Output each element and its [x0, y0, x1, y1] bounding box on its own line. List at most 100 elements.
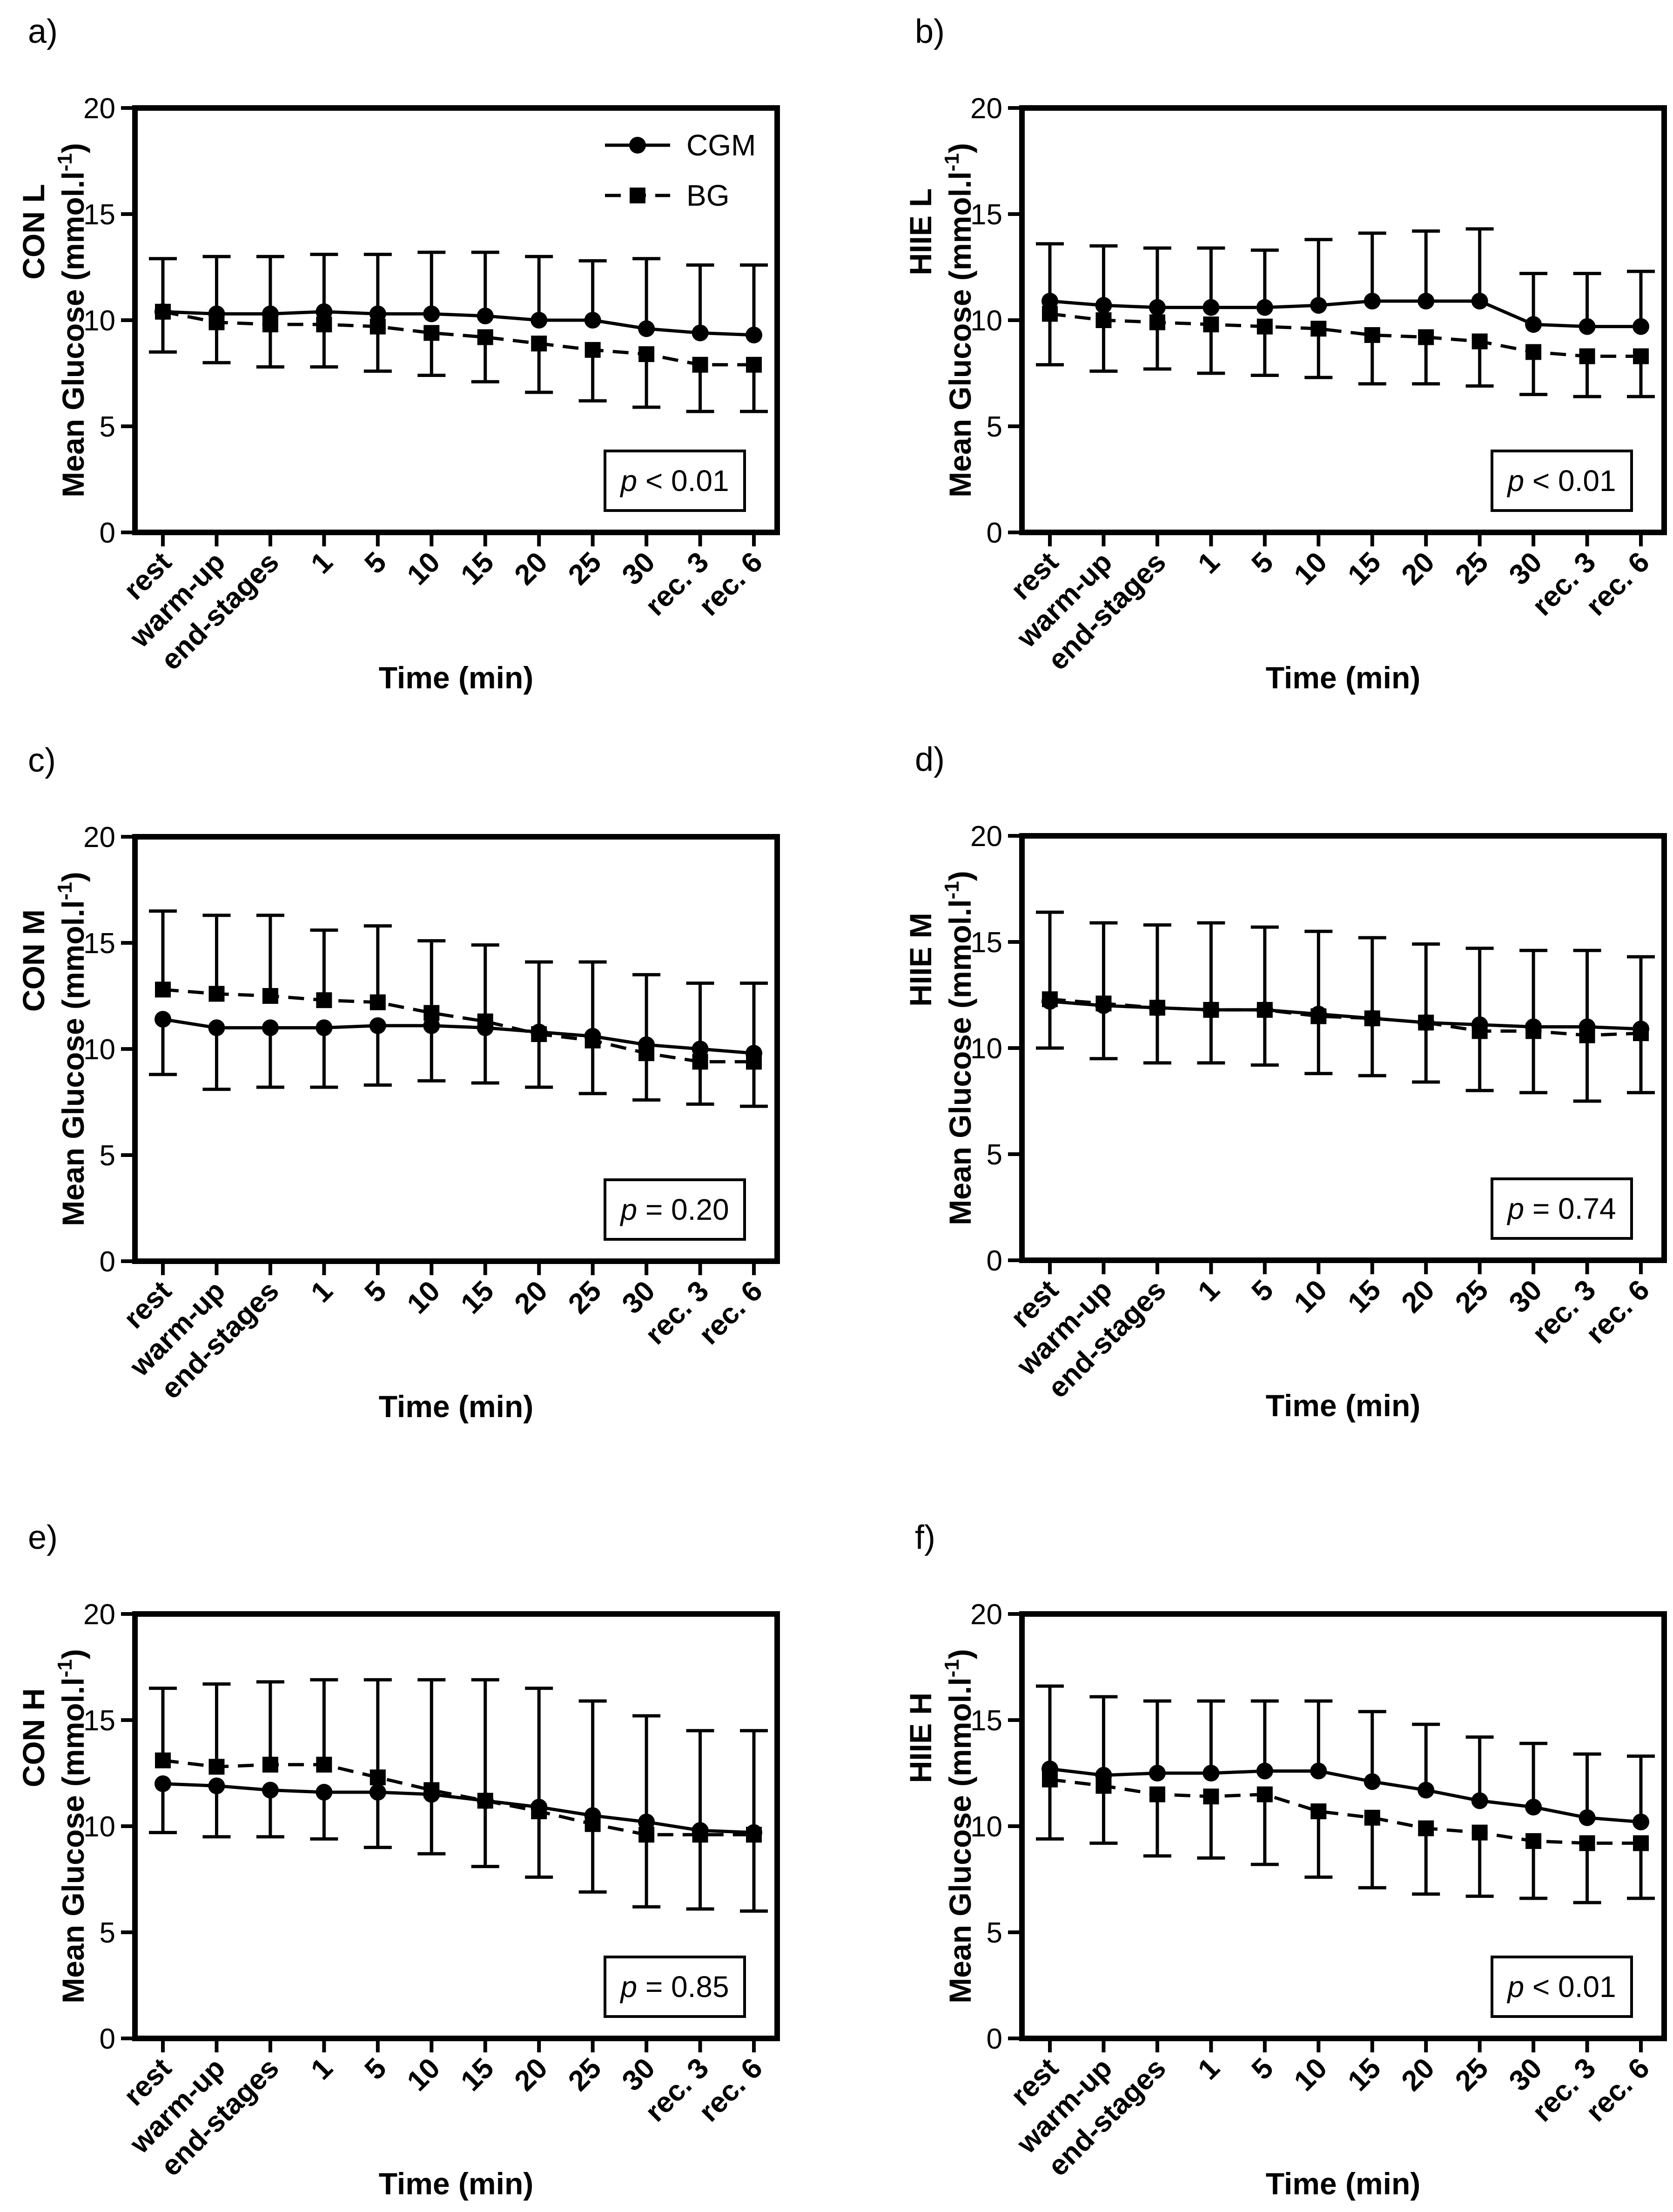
y-tick-label: 20 [970, 1599, 1002, 1631]
p-value-text: p = 0.85 [619, 1970, 729, 2004]
x-tick-label: rec. 6 [1580, 1274, 1656, 1350]
p-value-number: < 0.01 [1524, 464, 1616, 498]
data-point [638, 320, 655, 337]
x-tick-label: 15 [1342, 546, 1387, 592]
y-axis-title-main: Mean Glucose (mmol.l [56, 1677, 90, 2003]
data-point [1471, 333, 1488, 350]
x-tick-label: 15 [1342, 2052, 1387, 2098]
p-value-symbol: p [1506, 1970, 1524, 2004]
legend-label-bg: BG [686, 179, 729, 212]
y-tick-label: 5 [100, 411, 115, 443]
data-point [746, 1827, 762, 1843]
data-point [477, 307, 494, 324]
data-point [1310, 1008, 1327, 1024]
p-value-box [1491, 1956, 1633, 2018]
series-bg [1036, 1771, 1655, 1904]
data-point [369, 1017, 386, 1034]
y-tick-label: 10 [83, 1811, 115, 1843]
y-axis-title-close: ) [56, 872, 90, 882]
data-point [316, 316, 332, 333]
data-point [1256, 1002, 1273, 1018]
series-cgm [1036, 1684, 1655, 1830]
x-axis-title: Time (min) [1266, 1388, 1420, 1423]
data-point [423, 1782, 440, 1798]
data-point [369, 305, 386, 323]
data-point [1364, 1773, 1381, 1790]
data-point [638, 346, 655, 362]
data-point [584, 312, 601, 329]
group-label: HIIE L [903, 188, 938, 275]
x-tick-label: 25 [562, 1275, 608, 1320]
y-tick-label: 10 [970, 1811, 1002, 1843]
series-bg [1036, 991, 1655, 1103]
x-tick-label: 5 [1246, 2052, 1280, 2086]
x-axis-title: Time (min) [1266, 660, 1420, 695]
x-tick-label: 20 [509, 1275, 554, 1320]
p-value-symbol: p [619, 1193, 637, 1226]
p-value-number: < 0.01 [1524, 1970, 1616, 2004]
x-tick-label: 20 [509, 2052, 554, 2098]
data-point [1042, 991, 1058, 1008]
data-point [262, 316, 278, 333]
data-point [1471, 1792, 1488, 1809]
data-point [423, 1005, 440, 1021]
data-point [1364, 1809, 1380, 1826]
p-value-box [604, 1956, 746, 2018]
x-tick-label: rec. 6 [693, 1275, 769, 1351]
data-point [692, 1054, 708, 1070]
p-value-symbol: p [619, 1970, 637, 2004]
p-value-text: p < 0.01 [1506, 1970, 1616, 2004]
data-point [1095, 312, 1112, 328]
x-tick-label: 10 [401, 546, 447, 592]
data-point [1579, 1027, 1595, 1043]
p-value-text: p < 0.01 [619, 464, 729, 498]
y-tick-label: 5 [100, 1917, 115, 1949]
x-tick-label: 15 [455, 1275, 500, 1320]
data-point [1525, 344, 1542, 360]
data-point [1041, 292, 1058, 309]
p-value-text: p = 0.74 [1506, 1192, 1616, 1225]
data-point [1418, 1015, 1434, 1031]
y-axis-title-main: Mean Glucose (mmol.l [943, 1677, 977, 2003]
series-line [1049, 312, 1641, 358]
y-axis-title-main: Mean Glucose (mmol.l [56, 900, 90, 1226]
data-point [208, 1019, 225, 1036]
data-point [1471, 292, 1488, 309]
x-tick-label: 1 [1192, 2052, 1226, 2086]
group-label: CON L [16, 184, 51, 279]
data-point [1633, 1025, 1649, 1042]
group-label: HIIE H [903, 1693, 938, 1783]
panel-letter: c) [28, 742, 56, 779]
x-tick-label: 10 [1288, 1274, 1334, 1319]
data-point [692, 1827, 708, 1843]
data-point [1310, 1762, 1327, 1780]
data-point [1256, 1786, 1273, 1802]
data-point [370, 994, 386, 1010]
panel-letter: b) [915, 13, 945, 50]
data-point [585, 342, 601, 358]
x-tick-label: rec. 6 [693, 2052, 769, 2128]
legend-marker-cgm [629, 137, 646, 154]
y-axis-title: Mean Glucose (mmol.l-1) [941, 1649, 977, 2004]
x-tick-label: 15 [455, 546, 500, 592]
y-axis-title-close: ) [56, 143, 90, 153]
data-point [316, 1784, 333, 1801]
y-tick-label: 15 [970, 199, 1002, 231]
data-point [262, 1756, 278, 1773]
y-axis-title-main: Mean Glucose (mmol.l [56, 171, 90, 497]
data-point [1310, 321, 1327, 337]
x-tick-label: 10 [1288, 2052, 1334, 2098]
x-tick-label: 1 [1192, 546, 1226, 580]
p-value-number: = 0.74 [1524, 1192, 1616, 1225]
data-point [531, 1026, 547, 1042]
data-point [208, 1777, 225, 1795]
x-tick-label: 5 [359, 1275, 393, 1309]
y-axis-title-sup: -1 [941, 153, 963, 171]
x-tick-label: 5 [1246, 1274, 1280, 1308]
y-axis-title-sup: -1 [54, 153, 76, 171]
data-point [423, 1017, 440, 1034]
